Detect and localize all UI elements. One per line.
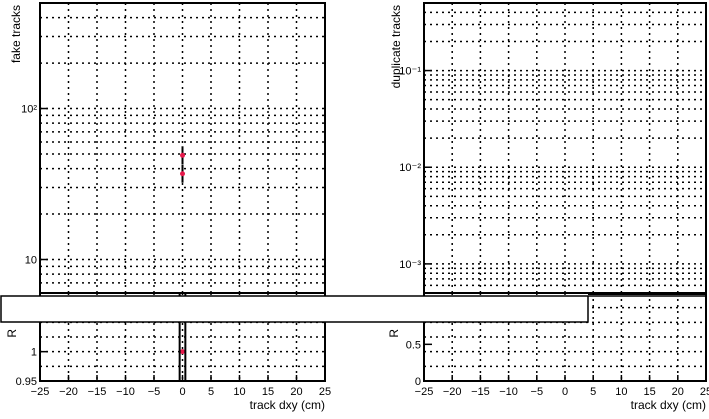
y-axis-label: R xyxy=(387,329,401,338)
x-tick-label: −20 xyxy=(443,386,462,398)
x-tick-label: 0 xyxy=(562,386,568,398)
x-tick-label: 25 xyxy=(700,386,709,398)
x-axis-label: track dxy (cm) xyxy=(250,398,325,412)
x-tick-label: −5 xyxy=(531,386,544,398)
x-tick-label: 10 xyxy=(615,386,627,398)
x-tick-label: −10 xyxy=(499,386,518,398)
x-tick-label: 5 xyxy=(208,386,214,398)
y-tick-label: 0 xyxy=(415,376,421,388)
x-tick-label: −15 xyxy=(88,386,107,398)
x-tick-label: −15 xyxy=(471,386,490,398)
x-tick-label: 10 xyxy=(233,386,245,398)
y-axis-label: fake tracks xyxy=(9,5,23,63)
grid-layer xyxy=(40,3,706,381)
x-tick-label: −5 xyxy=(148,386,161,398)
data-point xyxy=(180,349,185,355)
y-tick-label: 0.5 xyxy=(406,339,421,351)
y-tick-label: 10⁻³ xyxy=(399,259,421,271)
marks-layer xyxy=(178,146,187,381)
x-tick-label: 0 xyxy=(179,386,185,398)
x-tick-label: −25 xyxy=(415,386,434,398)
frame-layer xyxy=(39,2,707,382)
x-axis-label: track dxy (cm) xyxy=(631,398,706,412)
x-tick-label: −10 xyxy=(116,386,135,398)
y-tick-label: 10 xyxy=(25,255,37,267)
x-tick-label: 5 xyxy=(590,386,596,398)
x-tick-label: 20 xyxy=(290,386,302,398)
data-point xyxy=(180,152,185,158)
y-tick-label: 1 xyxy=(31,347,37,359)
y-tick-label: 10⁻¹ xyxy=(399,66,421,78)
x-tick-label: 25 xyxy=(319,386,331,398)
overlay-box xyxy=(0,294,707,323)
x-tick-label: 20 xyxy=(672,386,684,398)
data-point xyxy=(180,171,185,177)
x-tick-label: 15 xyxy=(262,386,274,398)
overlay-layer xyxy=(0,293,707,323)
x-tick-label: 15 xyxy=(643,386,655,398)
x-tick-label: −25 xyxy=(31,386,50,398)
y-tick-label: 10² xyxy=(21,104,37,116)
x-tick-label: −20 xyxy=(59,386,78,398)
y-tick-label: 10⁻² xyxy=(399,162,421,174)
y-axis-label: R xyxy=(5,329,19,338)
y-axis-label: duplicate tracks xyxy=(389,5,403,88)
y-tick-label: 0.95 xyxy=(16,376,37,388)
